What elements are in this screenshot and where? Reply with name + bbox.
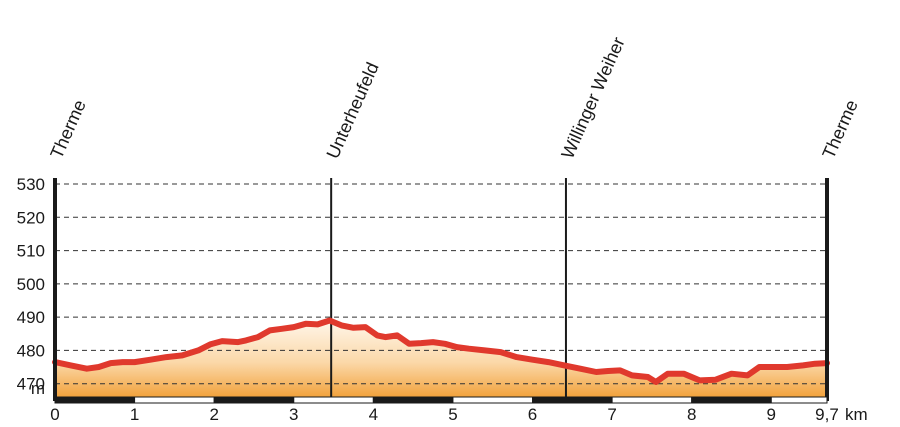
x-tick-label: 4 <box>369 405 378 424</box>
y-tick-label: 530 <box>17 175 45 194</box>
y-tick-label: 500 <box>17 275 45 294</box>
y-tick-label: 520 <box>17 208 45 227</box>
x-axis-segment <box>134 396 215 404</box>
y-unit-label: m <box>31 379 45 398</box>
x-tick-label: 7 <box>607 405 616 424</box>
x-tick-label: 0 <box>50 405 59 424</box>
x-unit-label: km <box>845 405 868 424</box>
x-tick-label: 5 <box>448 405 457 424</box>
x-axis-segment <box>293 396 374 404</box>
x-tick-label: 2 <box>209 405 218 424</box>
x-axis-segment <box>532 396 613 404</box>
x-axis-segment <box>691 396 772 404</box>
x-tick-label: 3 <box>289 405 298 424</box>
x-tick-label: 1 <box>130 405 139 424</box>
x-axis-segment <box>372 396 454 404</box>
x-tick-label: 9 <box>767 405 776 424</box>
x-tick-label: 8 <box>687 405 696 424</box>
x-axis-segment <box>213 396 295 404</box>
y-tick-label: 480 <box>17 341 45 360</box>
waypoint-label: Therme <box>818 97 861 162</box>
x-axis-segment <box>452 396 534 404</box>
y-tick-label: 490 <box>17 308 45 327</box>
waypoint-label: Therme <box>46 97 89 162</box>
y-tick-label: 510 <box>17 242 45 261</box>
waypoint-label: Willinger Weiher <box>557 34 628 162</box>
x-axis-segment <box>770 396 828 404</box>
waypoint-label: Unterheufeld <box>323 59 383 161</box>
x-tick-label: 6 <box>528 405 537 424</box>
elevation-line <box>52 317 830 385</box>
x-axis-segment <box>611 396 693 404</box>
x-tick-label: 9,7 <box>815 405 839 424</box>
x-axis-segment <box>54 396 136 404</box>
y-tick-label: 470 <box>17 375 45 394</box>
